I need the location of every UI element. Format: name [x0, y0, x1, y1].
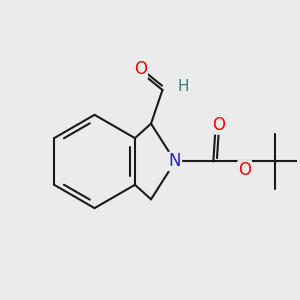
Text: O: O	[238, 161, 251, 179]
Text: O: O	[134, 60, 147, 78]
Text: O: O	[212, 116, 225, 134]
Text: N: N	[169, 152, 182, 170]
Text: H: H	[177, 80, 189, 94]
